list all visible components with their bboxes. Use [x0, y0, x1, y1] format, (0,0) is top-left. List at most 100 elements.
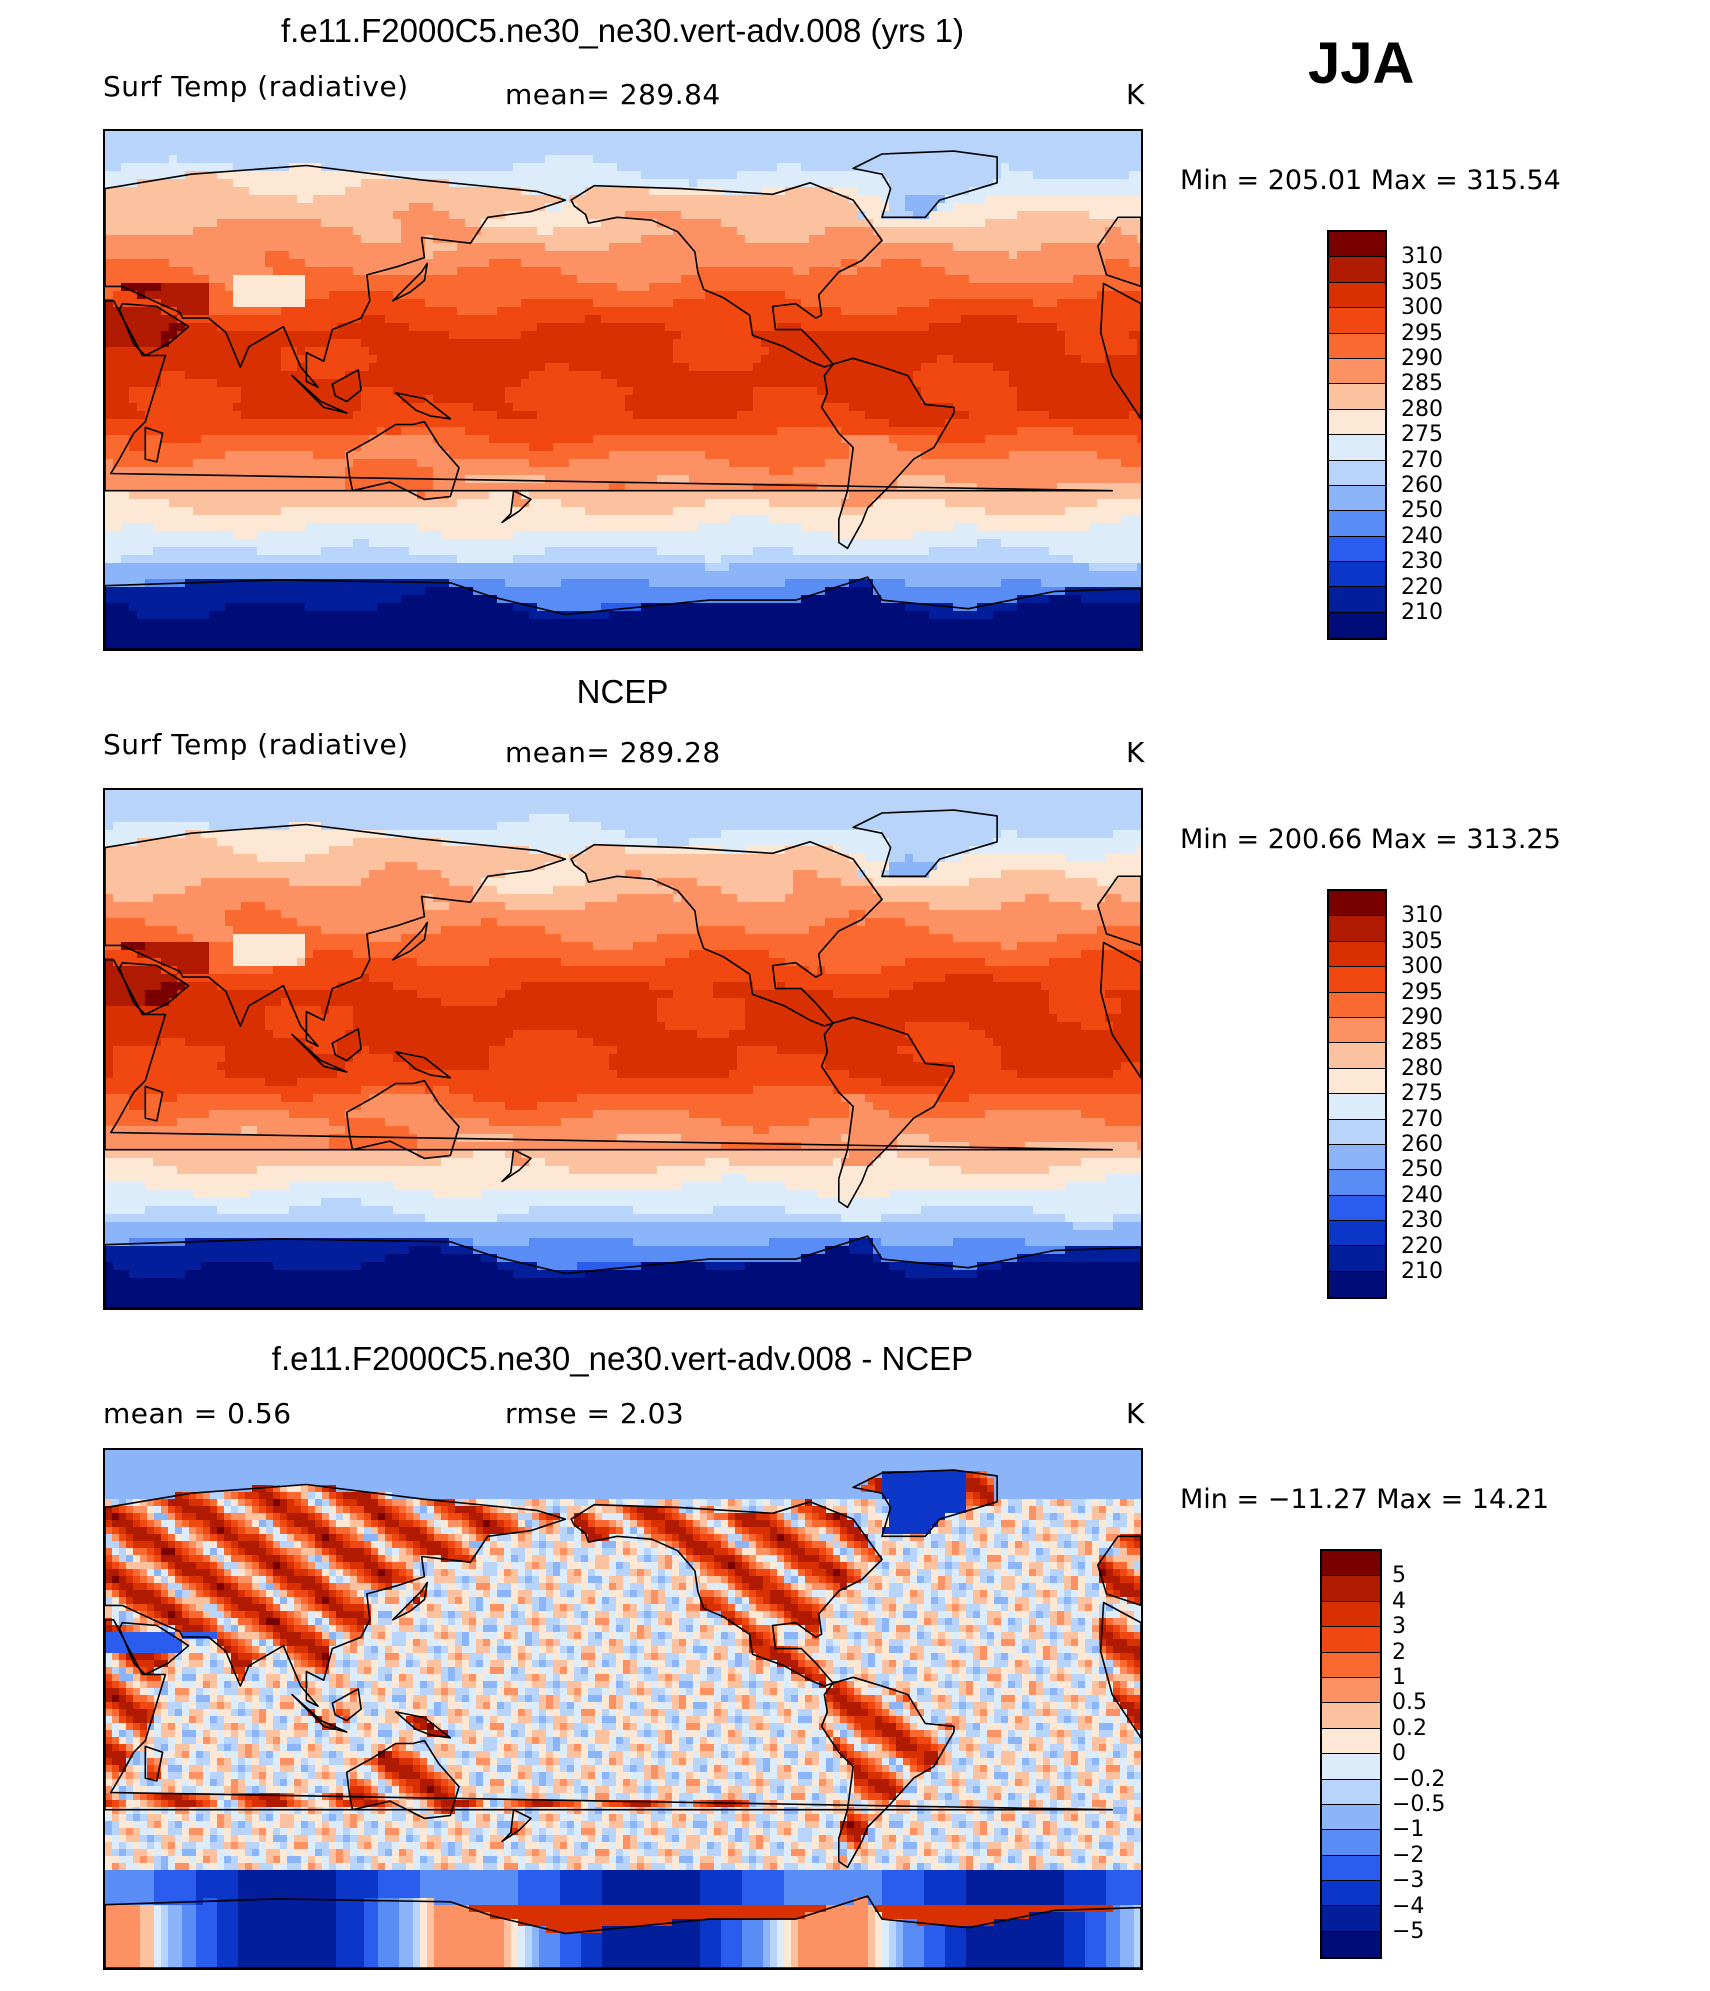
- colorbar-swatch: [1329, 891, 1385, 917]
- colorbar-tick-label: 250: [1401, 500, 1443, 522]
- colorbar-swatch: [1329, 308, 1385, 334]
- colorbar-swatch: [1322, 1703, 1380, 1729]
- panel-2-colorbar: [1327, 889, 1387, 1300]
- colorbar-swatch: [1322, 1804, 1380, 1831]
- colorbar-swatch: [1329, 1017, 1385, 1044]
- panel-2-map-svg: [105, 790, 1141, 1308]
- colorbar-swatch: [1329, 916, 1385, 942]
- colorbar-tick-label: −5: [1392, 1921, 1424, 1943]
- colorbar-swatch: [1322, 1551, 1380, 1577]
- colorbar-tick-label: −4: [1392, 1895, 1424, 1918]
- colorbar-tick-label: 3: [1392, 1616, 1406, 1638]
- colorbar-tick-label: 230: [1401, 551, 1443, 573]
- colorbar-tick-label: 295: [1401, 981, 1443, 1004]
- colorbar-tick-label: 275: [1401, 424, 1443, 446]
- colorbar-swatch: [1329, 511, 1385, 537]
- colorbar-tick-label: −0.2: [1392, 1768, 1445, 1791]
- colorbar-swatch: [1322, 1931, 1380, 1958]
- colorbar-tick-label: 250: [1401, 1159, 1443, 1181]
- colorbar-swatch: [1329, 358, 1385, 385]
- panel-1-map: [103, 129, 1143, 651]
- colorbar-tick-label: 290: [1401, 348, 1443, 370]
- colorbar-swatch: [1329, 1119, 1385, 1145]
- panel-1-mean-label: mean= 289.84: [505, 78, 721, 111]
- colorbar-swatch: [1322, 1830, 1380, 1856]
- colorbar-tick-label: 285: [1401, 373, 1443, 395]
- colorbar-tick-label: 5: [1392, 1565, 1406, 1587]
- colorbar-swatch: [1322, 1855, 1380, 1882]
- colorbar-tick-label: 4: [1392, 1590, 1406, 1613]
- colorbar-swatch: [1329, 1221, 1385, 1247]
- panel-2-title: NCEP: [0, 673, 1245, 711]
- colorbar-swatch: [1329, 1043, 1385, 1069]
- colorbar-swatch: [1329, 232, 1385, 258]
- colorbar-swatch: [1322, 1728, 1380, 1755]
- colorbar-tick-label: 210: [1401, 602, 1443, 624]
- coastline-outline: [105, 809, 1141, 1308]
- colorbar-tick-label: 0: [1392, 1743, 1406, 1765]
- colorbar-swatch: [1322, 1754, 1380, 1780]
- colorbar-tick-label: −3: [1392, 1870, 1424, 1892]
- colorbar-tick-label: 285: [1401, 1032, 1443, 1054]
- colorbar-tick-label: 310: [1401, 246, 1443, 268]
- colorbar-tick-label: 220: [1401, 1235, 1443, 1258]
- colorbar-swatch: [1329, 435, 1385, 461]
- colorbar-tick-label: 280: [1401, 1057, 1443, 1080]
- panel-1-map-svg: [105, 131, 1141, 649]
- colorbar-tick-label: 295: [1401, 322, 1443, 345]
- colorbar-swatch: [1329, 282, 1385, 309]
- panel-1-colorbar: [1327, 230, 1387, 641]
- colorbar-tick-label: 270: [1401, 1108, 1443, 1131]
- colorbar-swatch: [1329, 992, 1385, 1018]
- panel-2-units: K: [1126, 736, 1145, 769]
- colorbar-swatch: [1329, 562, 1385, 588]
- colorbar-swatch: [1329, 587, 1385, 613]
- panel-2-minmax: Min = 200.66 Max = 313.25: [1180, 824, 1561, 855]
- panel-3-units: K: [1126, 1397, 1145, 1430]
- colorbar-tick-label: 270: [1401, 449, 1443, 472]
- panel-3-map-svg: [105, 1450, 1141, 1968]
- colorbar-tick-label: 275: [1401, 1083, 1443, 1105]
- colorbar-tick-label: 260: [1401, 1134, 1443, 1156]
- colorbar-tick-label: 290: [1401, 1007, 1443, 1029]
- colorbar-swatch: [1329, 1271, 1385, 1298]
- coastline-outline: [105, 150, 1141, 649]
- colorbar-tick-label: 0.2: [1392, 1717, 1427, 1740]
- colorbar-tick-label: 240: [1401, 1184, 1443, 1207]
- colorbar-tick-label: 305: [1401, 271, 1443, 294]
- colorbar-tick-label: 300: [1401, 297, 1443, 319]
- colorbar-swatch: [1322, 1601, 1380, 1628]
- colorbar-swatch: [1329, 485, 1385, 512]
- colorbar-swatch: [1322, 1906, 1380, 1932]
- colorbar-swatch: [1329, 409, 1385, 436]
- colorbar-tick-label: −2: [1392, 1844, 1424, 1867]
- colorbar-tick-label: 305: [1401, 930, 1443, 953]
- colorbar-swatch: [1329, 1068, 1385, 1095]
- colorbar-swatch: [1329, 333, 1385, 359]
- coastline-outline: [105, 1469, 1141, 1968]
- colorbar-swatch: [1329, 1170, 1385, 1196]
- colorbar-tick-label: 220: [1401, 576, 1443, 599]
- colorbar-tick-label: 310: [1401, 905, 1443, 927]
- colorbar-swatch: [1322, 1881, 1380, 1907]
- panel-1-units: K: [1126, 78, 1145, 111]
- panel-3-minmax: Min = −11.27 Max = 14.21: [1180, 1484, 1549, 1515]
- colorbar-swatch: [1329, 967, 1385, 993]
- panel-1-variable-label: Surf Temp (radiative): [103, 70, 409, 103]
- colorbar-tick-label: 1: [1392, 1667, 1406, 1689]
- colorbar-tick-label: 0.5: [1392, 1692, 1427, 1714]
- colorbar-swatch: [1322, 1677, 1380, 1704]
- colorbar-swatch: [1329, 612, 1385, 639]
- colorbar-swatch: [1322, 1652, 1380, 1678]
- colorbar-swatch: [1322, 1576, 1380, 1602]
- colorbar-tick-label: 280: [1401, 398, 1443, 421]
- colorbar-swatch: [1329, 1195, 1385, 1222]
- colorbar-swatch: [1322, 1779, 1380, 1805]
- panel-2-mean-label: mean= 289.28: [505, 736, 721, 769]
- panel-3-map: [103, 1448, 1143, 1970]
- colorbar-tick-label: 2: [1392, 1641, 1406, 1664]
- colorbar-swatch: [1329, 941, 1385, 968]
- colorbar-swatch: [1329, 536, 1385, 563]
- panel-2-variable-label: Surf Temp (radiative): [103, 728, 409, 761]
- colorbar-swatch: [1329, 257, 1385, 283]
